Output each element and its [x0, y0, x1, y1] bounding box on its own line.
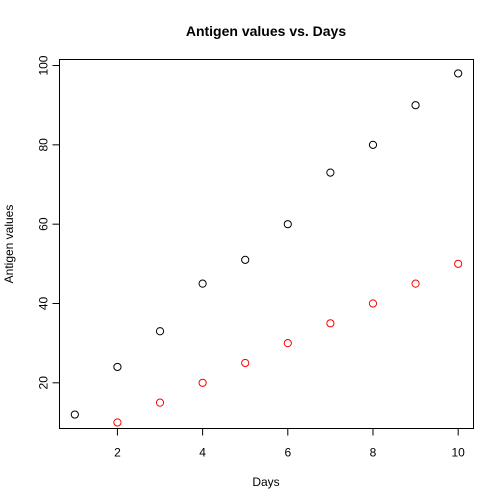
- x-axis-label: Days: [252, 475, 279, 489]
- data-point-series-1: [198, 279, 207, 288]
- data-point-series-1: [454, 69, 463, 78]
- y-tick-label: 100: [37, 55, 51, 75]
- data-point-series-1: [70, 410, 79, 419]
- y-axis: 20 40 60 80 100: [37, 55, 60, 389]
- y-axis-label: Antigen values: [2, 205, 16, 284]
- x-tick-label: 6: [284, 446, 291, 460]
- data-point-series-1: [326, 168, 335, 177]
- data-point-series-1: [283, 220, 292, 229]
- x-tick-label: 2: [114, 446, 121, 460]
- data-point-series-2: [326, 319, 335, 328]
- x-tick-label: 10: [451, 446, 465, 460]
- y-tick-label: 20: [37, 376, 51, 390]
- data-point-series-1: [368, 140, 378, 149]
- data-point-series-1: [411, 101, 420, 110]
- y-tick-label: 80: [37, 138, 51, 152]
- x-axis: 2 4 6 8 10: [114, 428, 465, 460]
- data-point-series-1: [113, 362, 122, 372]
- data-point-series-2: [283, 339, 292, 348]
- x-tick-label: 4: [199, 446, 206, 460]
- y-tick-label: 40: [37, 296, 51, 310]
- plot-frame: [59, 59, 474, 429]
- data-point-series-2: [241, 358, 250, 368]
- chart-title: Antigen values vs. Days: [186, 23, 347, 39]
- data-point-series-2: [155, 398, 165, 407]
- data-point-series-2: [368, 299, 378, 308]
- data-point-series-1: [155, 327, 165, 336]
- data-points: [70, 69, 463, 427]
- data-point-series-1: [241, 255, 250, 264]
- data-point-series-2: [454, 259, 463, 268]
- data-point-series-2: [411, 279, 420, 288]
- x-tick-label: 8: [370, 446, 377, 460]
- data-point-series-2: [198, 378, 207, 387]
- y-tick-label: 60: [37, 217, 51, 231]
- data-point-series-2: [113, 418, 122, 427]
